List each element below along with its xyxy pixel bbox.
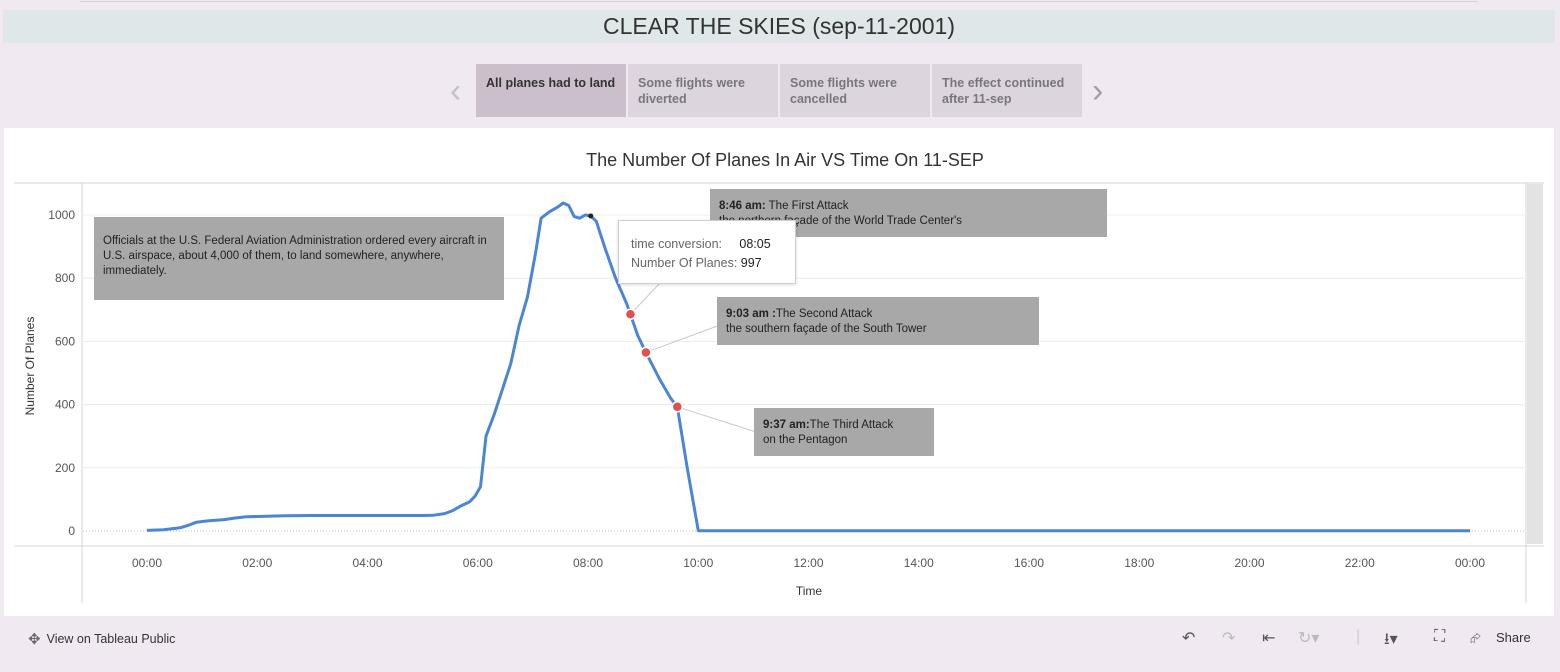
refresh-icon[interactable]: ↻▾	[1298, 630, 1320, 647]
y-tick-label: 600	[55, 334, 75, 348]
second-attack-title: The Second Attack	[775, 308, 873, 320]
x-tick-label: 22:00	[1345, 556, 1375, 570]
share-button[interactable]: Share	[1496, 630, 1531, 645]
share-icon[interactable]: ⮳	[1470, 630, 1482, 646]
y-tick-label: 0	[68, 524, 75, 538]
story-point-3[interactable]: Some flights were cancelled	[780, 64, 930, 117]
x-axis-label: Time	[796, 584, 823, 598]
undo-icon[interactable]: ↶	[1182, 630, 1196, 647]
x-tick-label: 04:00	[352, 556, 382, 570]
x-tick-label: 20:00	[1234, 556, 1264, 570]
annotation-connector	[645, 324, 721, 353]
tooltip-label-planes: Number Of Planes:	[631, 256, 738, 270]
highlight-point	[640, 346, 652, 359]
chevron-right-icon[interactable]: ›	[1092, 72, 1104, 110]
highlight-point	[671, 401, 684, 413]
redo-icon[interactable]: ↷	[1222, 630, 1236, 647]
x-tick-label: 06:00	[463, 556, 493, 570]
third-attack-title: The Third Attack	[809, 419, 894, 431]
first-attack-title: The First Attack	[765, 200, 849, 212]
fullscreen-icon[interactable]: ⛶	[1434, 628, 1446, 645]
second-attack-time: 9:03 am :	[726, 308, 776, 320]
y-tick-label: 1000	[48, 208, 75, 222]
third-attack-annotation: 9:37 am:The Third Attack on the Pentagon	[754, 408, 934, 456]
story-point-4[interactable]: The effect continued after 11-sep	[932, 64, 1082, 117]
story-point-1[interactable]: All planes had to land	[476, 64, 626, 117]
tooltip-label-time: time conversion:	[631, 237, 723, 251]
download-icon[interactable]: ⭳▾	[1384, 631, 1398, 648]
chevron-left-icon[interactable]: ‹	[450, 72, 462, 110]
page-title: CLEAR THE SKIES (sep-11-2001)	[3, 10, 1555, 43]
scrollbar-track	[1527, 184, 1543, 544]
toolbar-divider: |	[1356, 628, 1361, 645]
tooltip-value-planes: 997	[740, 256, 762, 270]
second-attack-body: the southern façade of the South Tower	[726, 323, 927, 335]
third-attack-body: on the Pentagon	[763, 434, 848, 446]
revert-icon[interactable]: ⇤	[1262, 630, 1276, 647]
second-attack-annotation: 9:03 am :The Second Attack the southern f…	[717, 297, 1039, 345]
x-tick-label: 00:00	[132, 556, 162, 570]
x-tick-label: 02:00	[242, 556, 272, 570]
annotation-connector	[677, 406, 757, 433]
x-tick-label: 00:00	[1455, 556, 1485, 570]
x-tick-label: 16:00	[1014, 556, 1044, 570]
faa-annotation-text: Officials at the U.S. Federal Aviation A…	[103, 235, 487, 277]
x-tick-label: 08:00	[573, 556, 603, 570]
y-axis-label: Number Of Planes	[23, 317, 37, 416]
faa-annotation: Officials at the U.S. Federal Aviation A…	[94, 217, 504, 300]
first-attack-time: 8:46 am:	[719, 200, 766, 212]
story-point-2[interactable]: Some flights were diverted	[628, 64, 778, 117]
view-on-tableau-label: View on Tableau Public	[46, 632, 176, 646]
third-attack-time: 9:37 am:	[763, 419, 810, 431]
x-tick-label: 14:00	[904, 556, 934, 570]
tooltip-value-time: 08:05	[739, 237, 771, 251]
y-tick-label: 200	[55, 461, 75, 475]
x-tick-label: 10:00	[683, 556, 713, 570]
tooltip: time conversion: 08:05 Number Of Planes:…	[618, 220, 796, 284]
x-tick-label: 18:00	[1124, 556, 1154, 570]
x-tick-label: 12:00	[793, 556, 823, 570]
tableau-logo-icon: ✥	[28, 631, 41, 648]
y-tick-label: 800	[55, 271, 75, 285]
top-divider	[80, 1, 1478, 2]
view-on-tableau-link[interactable]: ✥ View on Tableau Public	[28, 630, 175, 648]
y-tick-label: 400	[55, 398, 75, 412]
hover-point	[588, 213, 594, 219]
highlight-point	[624, 308, 637, 320]
chart-title: The Number Of Planes In Air VS Time On 1…	[586, 150, 984, 170]
